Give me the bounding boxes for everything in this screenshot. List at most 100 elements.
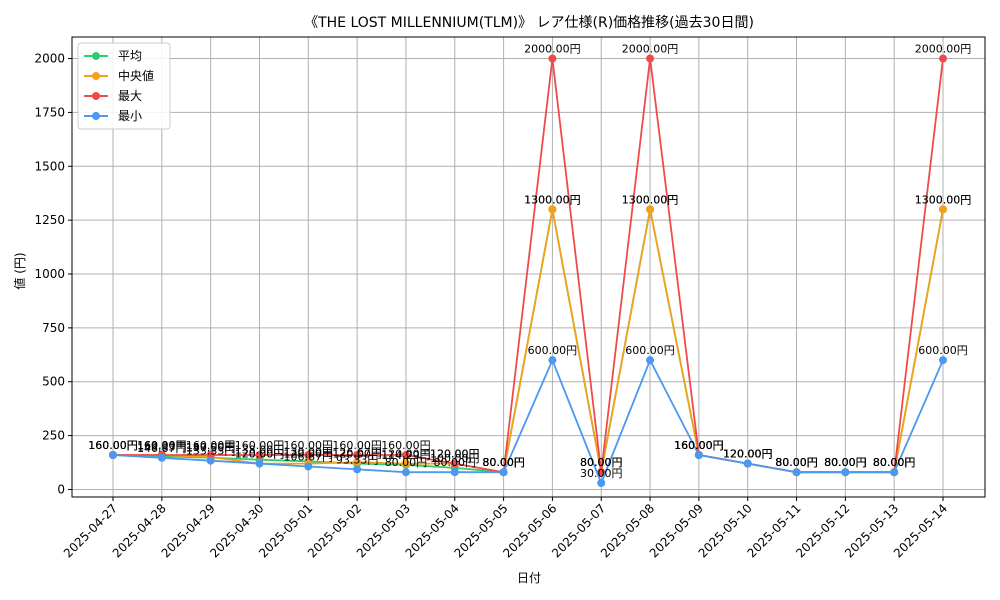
data-label: 160.00円 bbox=[674, 439, 724, 452]
legend-box bbox=[77, 42, 171, 130]
data-point bbox=[597, 468, 606, 477]
legend-label: 平均 bbox=[118, 49, 142, 63]
data-label: 126.67円 bbox=[332, 446, 382, 459]
data-point bbox=[401, 468, 410, 477]
data-point bbox=[353, 450, 362, 459]
y-tick-label: 750 bbox=[42, 321, 65, 335]
data-label: 80.00円 bbox=[824, 456, 867, 469]
data-label: 30.00円 bbox=[580, 467, 623, 480]
grid-layer bbox=[72, 37, 985, 497]
data-point bbox=[939, 356, 947, 365]
data-label: 160.00円 bbox=[88, 439, 138, 452]
data-label: 160.00円 bbox=[88, 439, 138, 452]
data-label: 160.00円 bbox=[137, 439, 187, 452]
data-label: 146.67円 bbox=[137, 442, 187, 455]
data-label: 80.00円 bbox=[824, 456, 867, 469]
data-point bbox=[255, 459, 264, 468]
legend-item-2: 最大 bbox=[84, 89, 142, 103]
data-label: 133.33円 bbox=[186, 445, 236, 458]
series-line bbox=[112, 359, 944, 484]
data-label: 80.00円 bbox=[385, 456, 428, 469]
data-label: 80.00円 bbox=[873, 456, 916, 469]
legend-swatch-marker bbox=[92, 52, 100, 60]
data-label: 80.00円 bbox=[580, 456, 623, 469]
data-label: 120.00円 bbox=[430, 448, 480, 461]
data-label: 80.00円 bbox=[873, 456, 916, 469]
data-point bbox=[939, 54, 947, 63]
data-point bbox=[499, 468, 508, 477]
legend-swatch-marker bbox=[92, 92, 100, 100]
data-point bbox=[206, 450, 215, 459]
y-tick-label: 1750 bbox=[34, 105, 65, 119]
data-label: 120.00円 bbox=[723, 448, 773, 461]
legend-label: 最大 bbox=[118, 89, 142, 103]
data-point bbox=[890, 468, 899, 477]
legend-item-3: 最小 bbox=[84, 109, 142, 123]
data-label: 1300.00円 bbox=[524, 193, 581, 206]
data-point bbox=[841, 468, 850, 477]
data-label: 138.00円 bbox=[235, 444, 285, 457]
data-label: 160.00円 bbox=[674, 439, 724, 452]
y-tick-label: 1000 bbox=[34, 267, 65, 281]
data-label: 120.00円 bbox=[723, 448, 773, 461]
data-label: 160.00円 bbox=[88, 439, 138, 452]
data-labels-layer: 160.00円 153.33円 147.50円 138.00円 130.00円 120.0… bbox=[88, 43, 971, 480]
data-label: 80.00円 bbox=[580, 456, 623, 469]
data-label: 120.00円 bbox=[284, 448, 334, 461]
data-point bbox=[450, 468, 459, 477]
data-point bbox=[353, 465, 362, 474]
data-label: 80.00円 bbox=[434, 456, 477, 469]
data-label: 80.00円 bbox=[775, 456, 818, 469]
data-point bbox=[304, 462, 313, 471]
data-label: 160.00円 bbox=[284, 439, 334, 452]
series-layer bbox=[109, 54, 947, 487]
data-point bbox=[646, 205, 655, 214]
data-point bbox=[401, 450, 410, 459]
y-tick-label: 500 bbox=[42, 375, 65, 389]
data-point bbox=[109, 450, 117, 459]
plot-frame bbox=[71, 36, 986, 498]
data-point bbox=[548, 54, 557, 63]
data-point bbox=[694, 450, 703, 459]
data-label: 80.00円 bbox=[824, 456, 867, 469]
data-label: 120.00円 bbox=[381, 448, 431, 461]
data-label: 2000.00円 bbox=[622, 43, 679, 56]
legend-label: 最小 bbox=[118, 109, 142, 123]
data-label: 120.00円 bbox=[332, 448, 382, 461]
data-point bbox=[304, 450, 313, 459]
data-point bbox=[548, 205, 557, 214]
series-3 bbox=[109, 356, 947, 487]
data-label: 120.00円 bbox=[723, 448, 773, 461]
legend-swatch-marker bbox=[92, 72, 100, 80]
data-label: 147.50円 bbox=[186, 442, 236, 455]
data-label: 120.00円 bbox=[430, 448, 480, 461]
data-point bbox=[743, 459, 752, 468]
data-point bbox=[255, 450, 264, 459]
data-label: 160.00円 bbox=[674, 439, 724, 452]
data-label: 80.00円 bbox=[775, 456, 818, 469]
data-label: 80.00円 bbox=[482, 456, 525, 469]
data-label: 1300.00円 bbox=[622, 193, 679, 206]
data-label: 120.00円 bbox=[235, 448, 285, 461]
data-label: 1300.00円 bbox=[622, 193, 679, 206]
legend-swatch-marker bbox=[92, 112, 100, 120]
data-label: 130.00円 bbox=[284, 445, 334, 458]
data-point bbox=[353, 458, 362, 467]
data-point bbox=[450, 459, 459, 468]
data-label: 160.00円 bbox=[674, 439, 724, 452]
data-point bbox=[597, 478, 606, 487]
y-tick-label: 1250 bbox=[34, 213, 65, 227]
y-tick-label: 0 bbox=[57, 482, 65, 496]
legend-item-1: 中央値 bbox=[84, 68, 154, 83]
data-label: 120.00円 bbox=[723, 448, 773, 461]
data-label: 80.00円 bbox=[482, 456, 525, 469]
data-label: 2000.00円 bbox=[524, 43, 581, 56]
y-axis-label: 値 (円) bbox=[12, 252, 27, 289]
data-label: 93.33円 bbox=[336, 453, 379, 466]
data-point bbox=[157, 453, 166, 462]
data-label: 160.00円 bbox=[381, 439, 431, 452]
data-label: 2000.00円 bbox=[915, 43, 972, 56]
y-tick-label: 2000 bbox=[34, 52, 65, 66]
data-label: 160.00円 bbox=[186, 439, 236, 452]
